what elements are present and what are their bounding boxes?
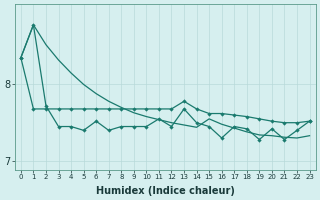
X-axis label: Humidex (Indice chaleur): Humidex (Indice chaleur) [96,186,235,196]
